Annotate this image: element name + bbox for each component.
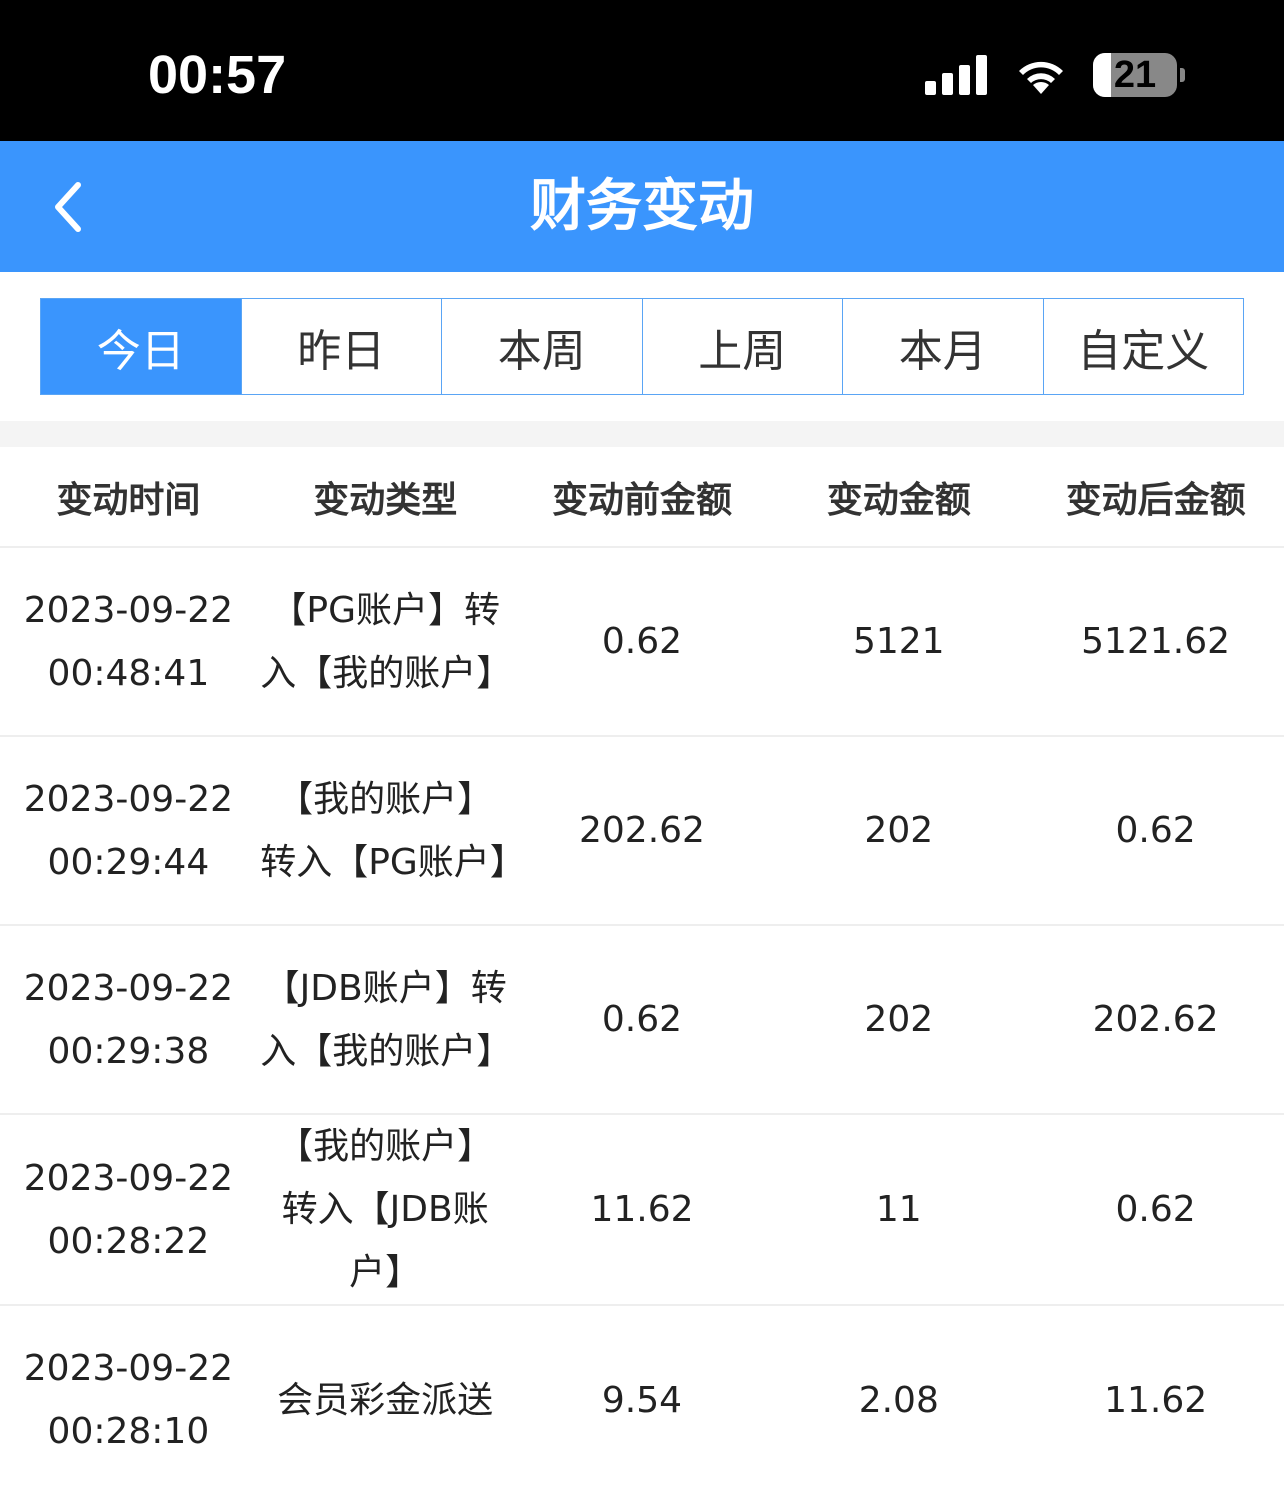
chevron-left-icon[interactable] [48, 179, 88, 235]
tab-custom[interactable]: 自定义 [1042, 299, 1244, 394]
cell-amount: 2.08 [770, 1304, 1028, 1494]
table-row: 2023-09-22 00:28:10 会员彩金派送 9.54 2.08 11.6… [0, 1304, 1284, 1494]
time: 00:28:10 [47, 1411, 210, 1452]
table-row: 2023-09-22 00:28:22 【我的账户】转入【JDB账户】 11.62… [0, 1113, 1284, 1305]
cell-type: 【JDB账户】转入【我的账户】 [256, 924, 514, 1114]
cell-time: 2023-09-22 00:29:44 [0, 735, 257, 925]
date: 2023-09-22 [23, 1348, 233, 1389]
signal-icon [925, 55, 987, 95]
nav-header: 财务变动 [0, 141, 1284, 272]
tab-this-week[interactable]: 本周 [441, 299, 642, 394]
cell-before: 202.62 [513, 735, 771, 925]
cell-after: 11.62 [1027, 1304, 1284, 1494]
time: 00:48:41 [47, 652, 210, 694]
cell-type: 【我的账户】转入【PG账户】 [256, 735, 526, 925]
column-header: 变动前金额 [551, 479, 732, 521]
cell-after: 0.62 [1027, 1113, 1284, 1305]
cell-amount: 202 [770, 735, 1028, 925]
tab-yesterday[interactable]: 昨日 [240, 299, 442, 394]
tab-this-month[interactable]: 本月 [842, 299, 1043, 394]
cell-before: 0.62 [513, 546, 771, 736]
cell-after: 5121.62 [1027, 546, 1284, 736]
column-header: 变动金额 [826, 479, 971, 521]
battery-icon: 21 [1093, 53, 1177, 97]
cell-time: 2023-09-22 00:29:38 [0, 924, 257, 1114]
time: 00:29:44 [47, 841, 210, 883]
cell-amount: 5121 [770, 546, 1028, 736]
cell-amount: 11 [770, 1113, 1028, 1305]
column-header: 变动类型 [313, 479, 458, 521]
type: 会员彩金派送 [277, 1379, 494, 1421]
tab-last-week[interactable]: 上周 [641, 299, 843, 394]
clock: 00:57 [148, 45, 287, 105]
cell-time: 2023-09-22 00:28:22 [0, 1113, 257, 1305]
cell-amount: 202 [770, 924, 1028, 1114]
date: 2023-09-22 [23, 1157, 233, 1199]
date-filter-tabs: 今日 昨日 本周 上周 本月 自定义 [40, 298, 1244, 395]
time: 00:28:22 [47, 1220, 210, 1262]
cell-type: 【我的账户】转入【JDB账户】 [256, 1113, 514, 1305]
table-row: 2023-09-22 00:29:38 【JDB账户】转入【我的账户】 0.62 … [0, 924, 1284, 1114]
battery-level: 21 [1113, 54, 1157, 96]
status-bar: 00:57 21 [0, 0, 1284, 141]
date: 2023-09-22 [23, 778, 233, 820]
date: 2023-09-22 [23, 967, 233, 1009]
transactions-table: 变动时间 变动类型 变动前金额 变动金额 变动后金额 2023-09-22 00:… [0, 447, 1284, 1494]
table-row: 2023-09-22 00:48:41 【PG账户】转入【我的账户】 0.62 5… [0, 546, 1284, 736]
cell-before: 11.62 [513, 1113, 771, 1305]
cell-after: 0.62 [1027, 735, 1284, 925]
wifi-icon [1019, 61, 1063, 94]
cell-before: 9.54 [513, 1304, 771, 1494]
type: 【JDB账户】转入【我的账户】 [260, 967, 513, 1072]
tab-today[interactable]: 今日 [41, 299, 241, 394]
cell-after: 202.62 [1027, 924, 1284, 1114]
table-row: 2023-09-22 00:29:44 【我的账户】转入【PG账户】 202.62… [0, 735, 1284, 925]
type: 【我的账户】转入【PG账户】 [260, 778, 526, 883]
time: 00:29:38 [47, 1030, 210, 1072]
cell-before: 0.62 [513, 924, 771, 1114]
divider [0, 421, 1284, 447]
cell-time: 2023-09-22 00:48:41 [0, 546, 257, 736]
column-header: 变动后金额 [1065, 479, 1246, 521]
column-header: 变动时间 [56, 479, 201, 521]
type: 【PG账户】转入【我的账户】 [260, 589, 513, 694]
page-title: 财务变动 [530, 174, 754, 239]
date: 2023-09-22 [23, 589, 233, 631]
cell-type: 会员彩金派送 [256, 1304, 514, 1494]
cell-time: 2023-09-22 00:28:10 [0, 1304, 257, 1494]
type: 【我的账户】转入【JDB账户】 [277, 1126, 494, 1293]
cell-type: 【PG账户】转入【我的账户】 [256, 546, 514, 736]
